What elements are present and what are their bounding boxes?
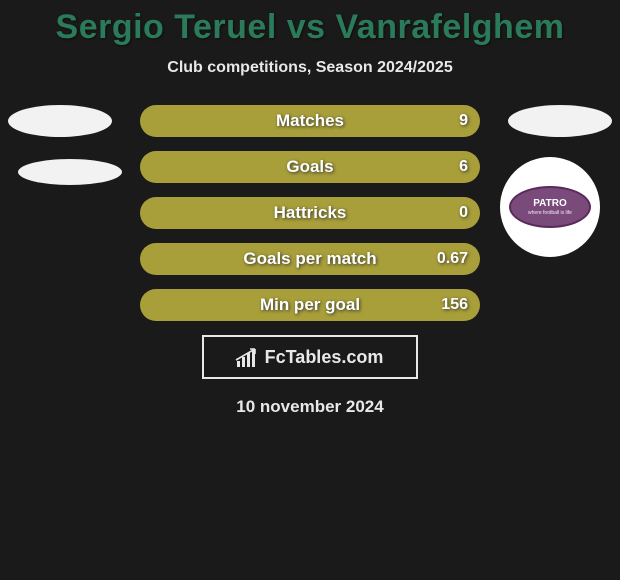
stat-label: Goals (140, 151, 480, 183)
bar-chart-icon (237, 347, 259, 367)
stat-bars: Matches 9 Goals 6 Hattricks 0 Goals per … (140, 105, 480, 321)
club-logo-text: PATRO (533, 199, 567, 209)
club-logo-patro: PATRO where football is life (509, 186, 591, 228)
fctables-logo-box: FcTables.com (202, 335, 418, 379)
stat-row-hattricks: Hattricks 0 (140, 197, 480, 229)
generated-date: 10 november 2024 (0, 397, 620, 417)
stat-value-right: 0.67 (437, 243, 468, 275)
stat-row-goals: Goals 6 (140, 151, 480, 183)
right-club-placeholder-1 (508, 105, 612, 137)
club-logo-subtext: where football is life (528, 211, 572, 216)
left-club-placeholder-1 (8, 105, 112, 137)
comparison-card: Sergio Teruel vs Vanrafelghem Club compe… (0, 0, 620, 417)
stat-row-goals-per-match: Goals per match 0.67 (140, 243, 480, 275)
stat-label: Hattricks (140, 197, 480, 229)
stat-value-right: 156 (441, 289, 468, 321)
stat-label: Min per goal (140, 289, 480, 321)
page-subtitle: Club competitions, Season 2024/2025 (0, 59, 620, 77)
stat-value-right: 9 (459, 105, 468, 137)
stat-row-min-per-goal: Min per goal 156 (140, 289, 480, 321)
stat-label: Goals per match (140, 243, 480, 275)
stats-area: PATRO where football is life Matches 9 G… (0, 105, 620, 417)
stat-value-right: 6 (459, 151, 468, 183)
page-title: Sergio Teruel vs Vanrafelghem (0, 8, 620, 47)
stat-row-matches: Matches 9 (140, 105, 480, 137)
right-club-badge: PATRO where football is life (500, 157, 600, 257)
stat-value-right: 0 (459, 197, 468, 229)
arrow-up-icon (235, 347, 261, 361)
left-club-placeholder-2 (18, 159, 122, 185)
fctables-logo-text: FcTables.com (265, 347, 384, 368)
stat-label: Matches (140, 105, 480, 137)
